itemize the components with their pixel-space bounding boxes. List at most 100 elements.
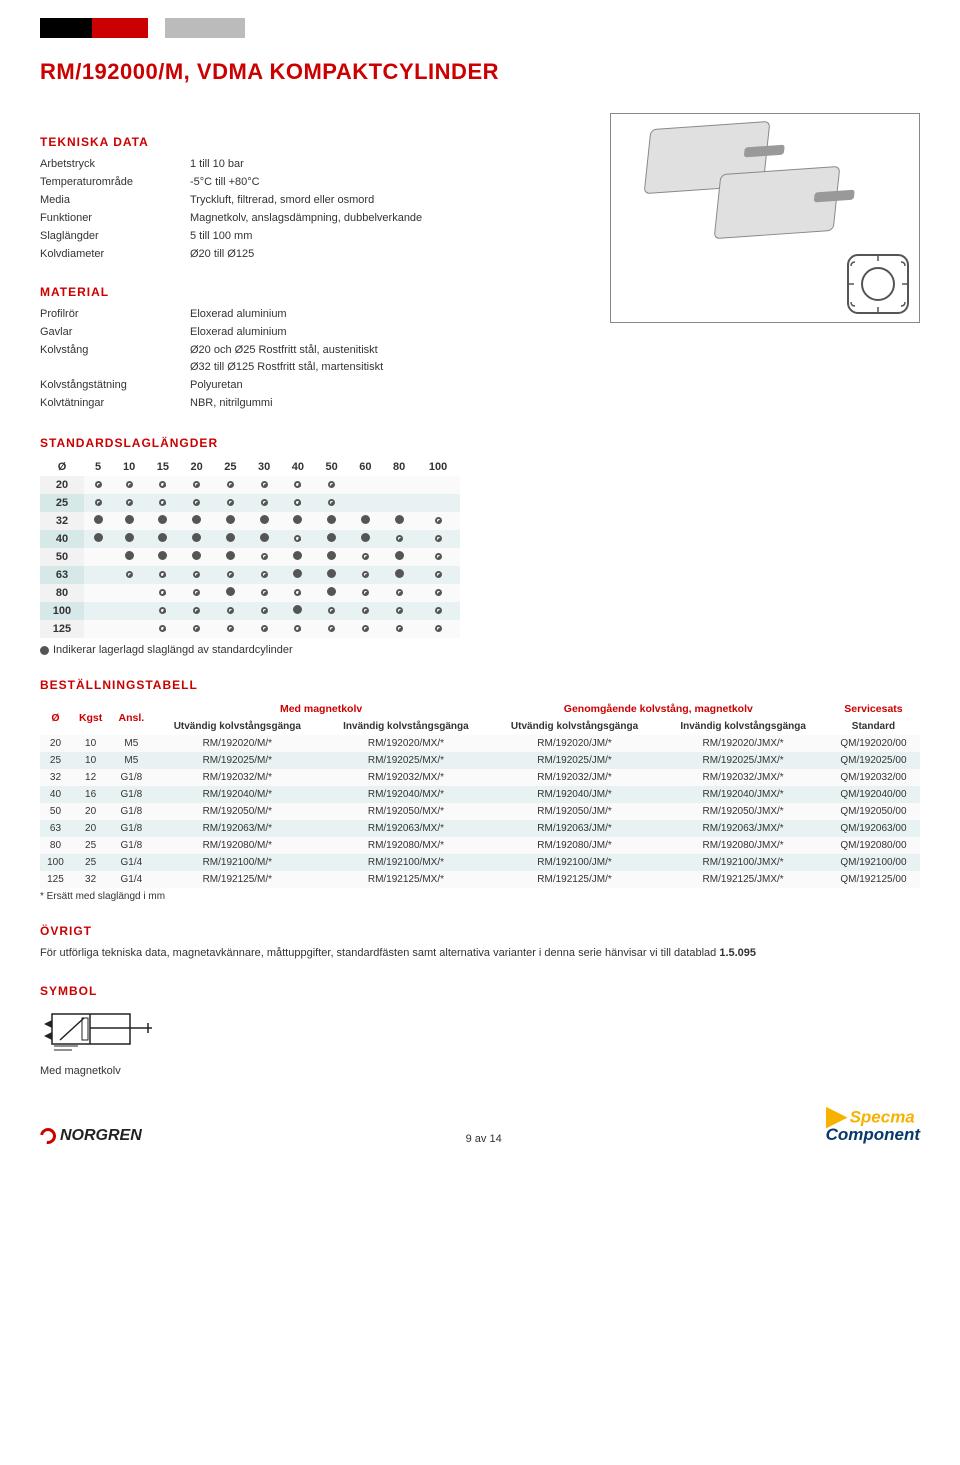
order-cell: RM/192040/M/* [153,786,323,803]
order-cell: 125 [40,871,71,888]
order-cell: G1/4 [110,854,152,871]
stroke-row-dia: 100 [40,602,84,620]
stroke-cell [281,602,315,620]
stroke-cell [349,494,383,512]
order-cell: RM/192020/M/* [153,735,323,752]
order-cell: 10 [71,752,110,769]
spec-label: Kolvdiameter [40,247,190,263]
stroke-cell [382,548,416,566]
stroke-cell [416,620,460,638]
stroke-cell [112,512,146,530]
stroke-col-header: 25 [214,458,248,476]
section-strokes: STANDARDSLAGLÄNGDER [40,436,920,450]
stroke-cell [349,548,383,566]
order-footnote: * Ersätt med slaglängd i mm [40,891,920,902]
stroke-cell [281,566,315,584]
spec-label [40,360,190,376]
stroke-cell [214,602,248,620]
order-cell: QM/192063/00 [827,820,920,837]
stroke-cell [84,602,112,620]
order-cell: QM/192032/00 [827,769,920,786]
stroke-cell [112,530,146,548]
order-cell: RM/192125/MX/* [322,871,490,888]
stroke-col-header: 20 [180,458,214,476]
stroke-row-dia: 40 [40,530,84,548]
order-cell: 80 [40,837,71,854]
stroke-cell [146,530,180,548]
stroke-cell [180,584,214,602]
stroke-cell [416,548,460,566]
spec-value: 1 till 10 bar [190,157,580,173]
stroke-cell [247,512,281,530]
stroke-row-dia: 20 [40,476,84,494]
order-cell: RM/192025/MX/* [322,752,490,769]
section-material: MATERIAL [40,285,580,299]
stroke-cell [382,602,416,620]
order-cell: RM/192063/MX/* [322,820,490,837]
stroke-cell [84,584,112,602]
order-cell: RM/192080/M/* [153,837,323,854]
stroke-cell [180,602,214,620]
spec-label: Gavlar [40,325,190,341]
order-cell: QM/192100/00 [827,854,920,871]
stroke-cell [247,566,281,584]
stroke-cell [382,494,416,512]
stroke-cell [112,494,146,512]
stroke-cell [281,584,315,602]
order-cell: RM/192080/JMX/* [659,837,827,854]
order-cell: G1/8 [110,837,152,854]
spec-value: Ø20 till Ø125 [190,247,580,263]
order-cell: RM/192032/JM/* [490,769,660,786]
section-order: BESTÄLLNINGSTABELL [40,678,920,692]
stroke-cell [180,548,214,566]
order-cell: RM/192063/JMX/* [659,820,827,837]
product-image-box [610,113,920,323]
order-cell: RM/192080/JM/* [490,837,660,854]
spec-value: Ø32 till Ø125 Rostfritt stål, martensiti… [190,360,580,376]
order-cell: 25 [71,854,110,871]
order-cell: RM/192100/M/* [153,854,323,871]
stroke-cell [247,602,281,620]
page-number: 9 av 14 [466,1133,502,1145]
stroke-cell [214,476,248,494]
order-cell: RM/192040/JMX/* [659,786,827,803]
order-cell: RM/192020/JM/* [490,735,660,752]
order-cell: RM/192125/JMX/* [659,871,827,888]
stroke-col-header: 100 [416,458,460,476]
stroke-cell [416,566,460,584]
stroke-cell [382,620,416,638]
order-cell: QM/192020/00 [827,735,920,752]
stroke-cell [247,620,281,638]
order-cell: RM/192125/M/* [153,871,323,888]
order-cell: M5 [110,735,152,752]
order-cell: 50 [40,803,71,820]
order-cell: RM/192020/MX/* [322,735,490,752]
stroke-cell [247,530,281,548]
stroke-cell [281,494,315,512]
stroke-cell [146,602,180,620]
spec-value: Magnetkolv, anslagsdämpning, dubbelverka… [190,211,580,227]
spec-label: Temperaturområde [40,175,190,191]
stroke-col-header: 30 [247,458,281,476]
stroke-cell [146,512,180,530]
stroke-cell [247,548,281,566]
stroke-cell [146,476,180,494]
order-cell: RM/192080/MX/* [322,837,490,854]
stroke-cell [349,566,383,584]
order-cell: RM/192100/JM/* [490,854,660,871]
spec-value: Tryckluft, filtrerad, smord eller osmord [190,193,580,209]
order-cell: G1/4 [110,871,152,888]
stroke-cell [146,494,180,512]
order-cell: RM/192063/M/* [153,820,323,837]
order-cell: RM/192025/JM/* [490,752,660,769]
stroke-cell [112,548,146,566]
spec-value: Eloxerad aluminium [190,307,580,323]
stroke-cell [84,548,112,566]
stroke-col-header: Ø [40,458,84,476]
stroke-col-header: 80 [382,458,416,476]
stroke-cell [84,476,112,494]
stroke-col-header: 40 [281,458,315,476]
order-cell: RM/192025/M/* [153,752,323,769]
stroke-cell [416,584,460,602]
spec-label: Profilrör [40,307,190,323]
